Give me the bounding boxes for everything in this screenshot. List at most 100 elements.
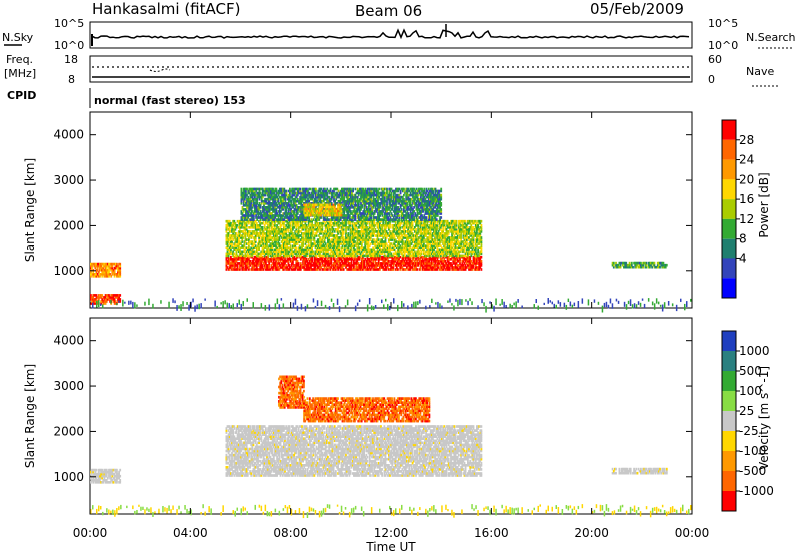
data-cell [402, 254, 405, 258]
data-cell [289, 244, 292, 247]
data-cell [443, 240, 446, 243]
data-cell [254, 226, 257, 229]
data-cell [338, 244, 341, 247]
data-cell [430, 236, 433, 239]
data-cell [280, 230, 283, 233]
data-cell [350, 230, 353, 233]
data-cell [414, 226, 416, 229]
data-cell [307, 228, 310, 231]
data-cell [253, 219, 256, 223]
data-cell [428, 262, 431, 265]
data-cell [290, 262, 293, 265]
data-cell [259, 230, 262, 233]
data-cell [246, 238, 249, 241]
data-cell [391, 262, 394, 265]
data-cell [448, 264, 451, 267]
data-cell [240, 230, 242, 233]
data-cell [272, 250, 275, 254]
data-cell [267, 226, 269, 229]
data-cell [289, 232, 292, 235]
cpid-mode-text: normal (fast stereo) 153 [94, 94, 246, 107]
data-cell [333, 224, 336, 227]
data-cell [333, 234, 336, 237]
data-cell [106, 264, 109, 268]
data-cell [436, 254, 439, 258]
data-cell [307, 264, 310, 267]
data-cell [283, 221, 285, 225]
data-cell [417, 228, 420, 231]
data-cell [101, 275, 104, 278]
data-cell [364, 246, 367, 249]
data-cell [357, 262, 360, 265]
data-cell [338, 254, 341, 258]
data-cell [267, 246, 269, 249]
data-cell [248, 262, 250, 265]
data-cell [252, 226, 255, 229]
data-cell [250, 224, 253, 227]
data-cell [416, 232, 418, 235]
data-cell [365, 224, 368, 227]
data-cell [91, 298, 93, 301]
data-cell [347, 221, 350, 225]
data-cell [252, 248, 255, 252]
data-cell [437, 266, 440, 269]
data-cell [323, 260, 326, 263]
data-cell [301, 221, 303, 225]
data-cell [359, 246, 362, 249]
data-cell [408, 266, 411, 269]
data-cell [429, 221, 432, 225]
data-cell [432, 228, 434, 231]
data-cell [241, 252, 244, 256]
data-cell [407, 252, 409, 256]
data-cell [299, 266, 302, 269]
data-cell [430, 226, 433, 229]
data-cell [429, 266, 432, 269]
data-cell [109, 266, 111, 270]
data-cell [311, 248, 313, 252]
data-cell [390, 262, 392, 265]
data-cell [257, 228, 259, 231]
data-cell [314, 246, 317, 249]
data-cell [353, 230, 355, 233]
data-cell [245, 246, 248, 249]
data-cell [241, 244, 244, 247]
data-cell [295, 230, 298, 233]
data-cell [101, 266, 104, 270]
data-cell [409, 224, 412, 227]
data-cell [257, 224, 259, 227]
data-cell [246, 266, 249, 269]
data-cell [286, 248, 289, 252]
data-cell [227, 221, 230, 225]
data-cell [400, 266, 403, 269]
data-cell [239, 240, 241, 243]
data-cell [304, 268, 307, 271]
data-cell [304, 260, 307, 263]
data-cell [332, 242, 335, 245]
data-cell [252, 219, 255, 223]
data-cell [232, 219, 234, 223]
data-cell [436, 240, 439, 243]
data-cell [447, 255, 450, 259]
data-cell [333, 264, 336, 267]
data-cell [434, 221, 437, 225]
data-cell [408, 240, 411, 243]
data-cell [293, 244, 295, 247]
data-cell [275, 258, 277, 261]
data-cell [93, 302, 96, 305]
data-cell [279, 221, 282, 225]
data-cell [243, 268, 246, 271]
data-cell [293, 258, 295, 261]
data-cell [95, 298, 98, 301]
data-cell [363, 264, 365, 267]
data-cell [255, 230, 258, 233]
data-cell [274, 224, 276, 227]
data-cell [330, 226, 333, 229]
data-cell [351, 244, 354, 247]
data-cell [325, 226, 328, 229]
data-cell [445, 268, 448, 271]
data-cell [392, 226, 395, 229]
data-cell [404, 258, 407, 261]
data-cell [328, 236, 330, 239]
data-cell [307, 232, 310, 235]
data-cell [456, 260, 459, 263]
